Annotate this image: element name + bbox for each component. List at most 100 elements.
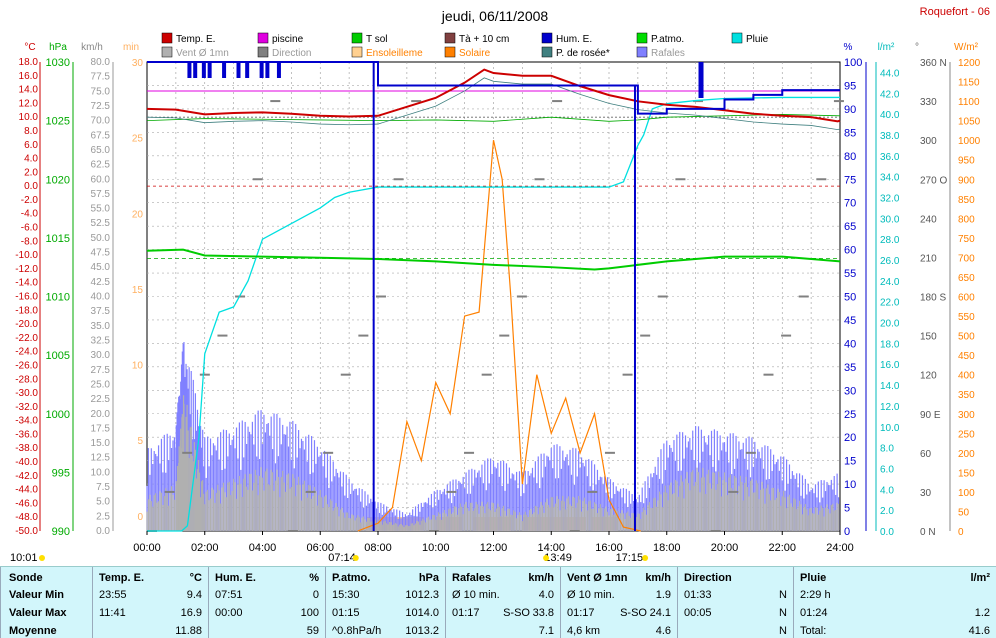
wind-bar-group (146, 395, 840, 531)
temp-tick: 16.0 (19, 71, 39, 82)
wind-tick: 27.5 (91, 365, 111, 376)
wind-tick: 52.5 (91, 218, 111, 229)
summary-value: 24.1 (649, 607, 671, 619)
solar-tick: 700 (958, 253, 975, 264)
axis-unit-pressure: hPa (49, 42, 67, 53)
temp-tick: -46.0 (15, 498, 38, 509)
wind-tick: 25.0 (91, 379, 111, 390)
summary-dir: S-SO (620, 607, 647, 619)
summary-value: 16.9 (180, 607, 202, 619)
rain-tick: 34.0 (880, 173, 900, 184)
x-tick: 02:00 (191, 542, 219, 554)
temp-tick: -36.0 (15, 429, 38, 440)
humidity-tick: 10 (844, 479, 856, 491)
rain-tick: 36.0 (880, 152, 900, 163)
rain-tick: 40.0 (880, 110, 900, 121)
rain-tick: 42.0 (880, 89, 900, 100)
summary-row-label: Moyenne (9, 625, 57, 637)
summary-column: Temp. E. °C 23:55 9.4 11:41 16.9 11.88 (92, 567, 208, 638)
solar-tick: 750 (958, 234, 975, 245)
pressure-line (146, 248, 841, 271)
sunmin-tick: 25 (132, 134, 144, 145)
solar-tick: 950 (958, 156, 975, 167)
solar-tick: 450 (958, 351, 975, 362)
summary-dir: S-SO (503, 607, 530, 619)
sunset-label: 17:15 (616, 552, 644, 564)
solar-tick: 1000 (958, 136, 981, 147)
temp-tick: -8.0 (21, 236, 39, 247)
humidity-tick: 20 (844, 432, 856, 444)
summary-time: 00:00 (215, 607, 243, 619)
legend-swatch (161, 32, 173, 44)
temp-tick: -14.0 (15, 278, 38, 289)
summary-time: 2:29 h (800, 589, 831, 601)
legend-swatch (444, 32, 456, 44)
humidity-tick: 0 (844, 526, 850, 538)
marker-label: 10:01 (10, 552, 38, 564)
wind-tick: 50.0 (91, 233, 111, 244)
direction-tick: 0 N (920, 527, 936, 538)
direction-tick: 270 O (920, 175, 947, 186)
noon-label: 13:49 (544, 552, 572, 564)
solar-tick: 1200 (958, 58, 981, 69)
summary-value: 1.9 (655, 589, 671, 601)
summary-unit: °C (189, 572, 202, 584)
rain-bar (276, 62, 281, 78)
humidity-tick: 25 (844, 409, 856, 421)
rain-tick: 22.0 (880, 298, 900, 309)
x-tick: 04:00 (249, 542, 277, 554)
solar-tick: 850 (958, 195, 975, 206)
summary-time: ^0.8hPa/h (332, 625, 382, 637)
wind-tick: 2.5 (96, 511, 110, 522)
solar-tick: 0 (958, 527, 964, 538)
direction-tick: 90 E (920, 410, 941, 421)
solar-tick: 50 (958, 507, 970, 518)
summary-row-label: Valeur Max (9, 607, 67, 619)
pressure-tick: 1025 (46, 116, 70, 128)
summary-header: Direction (684, 572, 732, 584)
summary-header: P.atmo. (332, 572, 371, 584)
summary-value: N (779, 589, 787, 601)
rain-tick: 6.0 (880, 464, 894, 475)
summary-time: 01:17 (567, 607, 595, 619)
soil-temp-line (146, 114, 841, 122)
summary-value: 4.0 (538, 589, 554, 601)
summary-column: Pluie l/m² 2:29 h 01:24 1.2 Total: 41.6 (793, 567, 996, 638)
legend-label: Temp. E. (176, 34, 215, 45)
legend-swatch (351, 46, 363, 58)
axes: °C hPa km/h min% l/m² ° W/m² 18.0 16.0 14.0 12.0 10… (15, 42, 980, 538)
temp-tick: 6.0 (24, 140, 38, 151)
rain-tick: 10.0 (880, 423, 900, 434)
sunmin-tick: 20 (132, 209, 144, 220)
wind-tick: 75.0 (91, 86, 111, 97)
x-tick: 18:00 (653, 542, 681, 554)
temp-tick: -48.0 (15, 512, 38, 523)
axis-unit-temp: °C (24, 42, 35, 53)
temp-tick: -10.0 (15, 250, 38, 261)
series-layer (146, 61, 844, 532)
humidity-tick: 90 (844, 104, 856, 116)
rain-tick: 2.0 (880, 506, 894, 517)
summary-column: Direction 01:33 N 00:05 N N (677, 567, 793, 638)
direction-tick: 150 (920, 332, 937, 343)
wind-tick: 30.0 (91, 350, 111, 361)
x-tick: 08:00 (364, 542, 392, 554)
sunmin-tick: 0 (137, 512, 143, 523)
humidity-tick: 40 (844, 338, 856, 350)
summary-value: 1013.2 (405, 625, 439, 637)
axis-unit-sunmin: min (123, 42, 139, 53)
wind-tick: 17.5 (91, 423, 111, 434)
axis-unit-solar: W/m² (954, 42, 979, 53)
rain-tick: 24.0 (880, 277, 900, 288)
summary-column: Sonde Valeur Min Valeur Max Moyenne (0, 567, 92, 638)
direction-tick: 300 (920, 136, 937, 147)
sunmin-tick: 10 (132, 361, 144, 372)
x-tick: 06:00 (306, 542, 334, 554)
solar-line (357, 140, 641, 532)
summary-value: 100 (300, 607, 319, 619)
legend-label: Hum. E. (556, 34, 592, 45)
temp-tick: -38.0 (15, 443, 38, 454)
wind-tick: 57.5 (91, 189, 111, 200)
sun-marker (642, 555, 649, 561)
temp-tick: -40.0 (15, 457, 38, 468)
